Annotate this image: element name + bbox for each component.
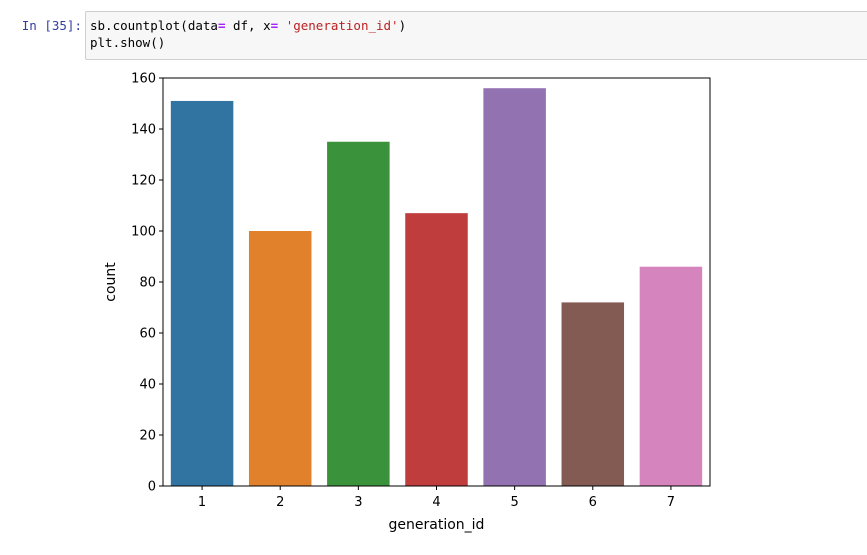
y-tick-label: 60 [139, 327, 156, 342]
x-tick-label: 3 [354, 495, 362, 510]
y-tick-label: 0 [148, 480, 156, 495]
code-line: sb.countplot(data= df, x= 'generation_id… [90, 17, 406, 34]
countplot-chart: 0 20 40 60 80 100 120 140 160 1 2 3 4 5 6 7 generation_i… [103, 72, 711, 533]
code-token: ) [398, 18, 407, 33]
code-token: sb.countplot(data [90, 18, 218, 33]
bar-7 [639, 266, 703, 486]
code-token: = [217, 18, 226, 33]
code-token: plt.show() [90, 35, 166, 50]
bar-5 [483, 88, 546, 486]
x-tick-label: 7 [667, 495, 675, 510]
x-tick-label: 2 [276, 495, 284, 510]
code-token: df, x [225, 18, 271, 33]
y-tick-label: 120 [131, 174, 156, 189]
bar-3 [327, 141, 390, 486]
y-axis-label: count [103, 262, 119, 302]
y-tick-label: 20 [139, 429, 156, 444]
bar-2 [248, 231, 312, 486]
x-tick-label: 4 [432, 495, 440, 510]
bar-4 [405, 213, 468, 486]
bar-1 [170, 100, 234, 486]
code-token: 'generation_id' [285, 18, 399, 33]
input-prompt: In [35]: [21, 18, 82, 33]
output-area: 0 20 40 60 80 100 120 140 160 1 2 3 4 5 6 7 generation_i… [85, 60, 867, 555]
y-tick-label: 140 [131, 123, 156, 138]
code-token [278, 18, 286, 33]
y-tick-label: 100 [131, 225, 156, 240]
code-input-area[interactable]: sb.countplot(data= df, x= 'generation_id… [85, 11, 867, 60]
code-token: = [270, 18, 279, 33]
y-tick-label: 40 [139, 378, 156, 393]
y-tick-label: 160 [131, 72, 156, 87]
x-tick-label: 5 [511, 495, 519, 510]
y-tick-label: 80 [139, 276, 156, 291]
x-axis-label: generation_id [389, 517, 485, 533]
x-tick-label: 1 [198, 495, 206, 510]
code-line: plt.show() [90, 34, 406, 51]
bar-6 [561, 302, 625, 486]
x-tick-label: 6 [589, 495, 597, 510]
code-editor[interactable]: sb.countplot(data= df, x= 'generation_id… [90, 17, 406, 51]
